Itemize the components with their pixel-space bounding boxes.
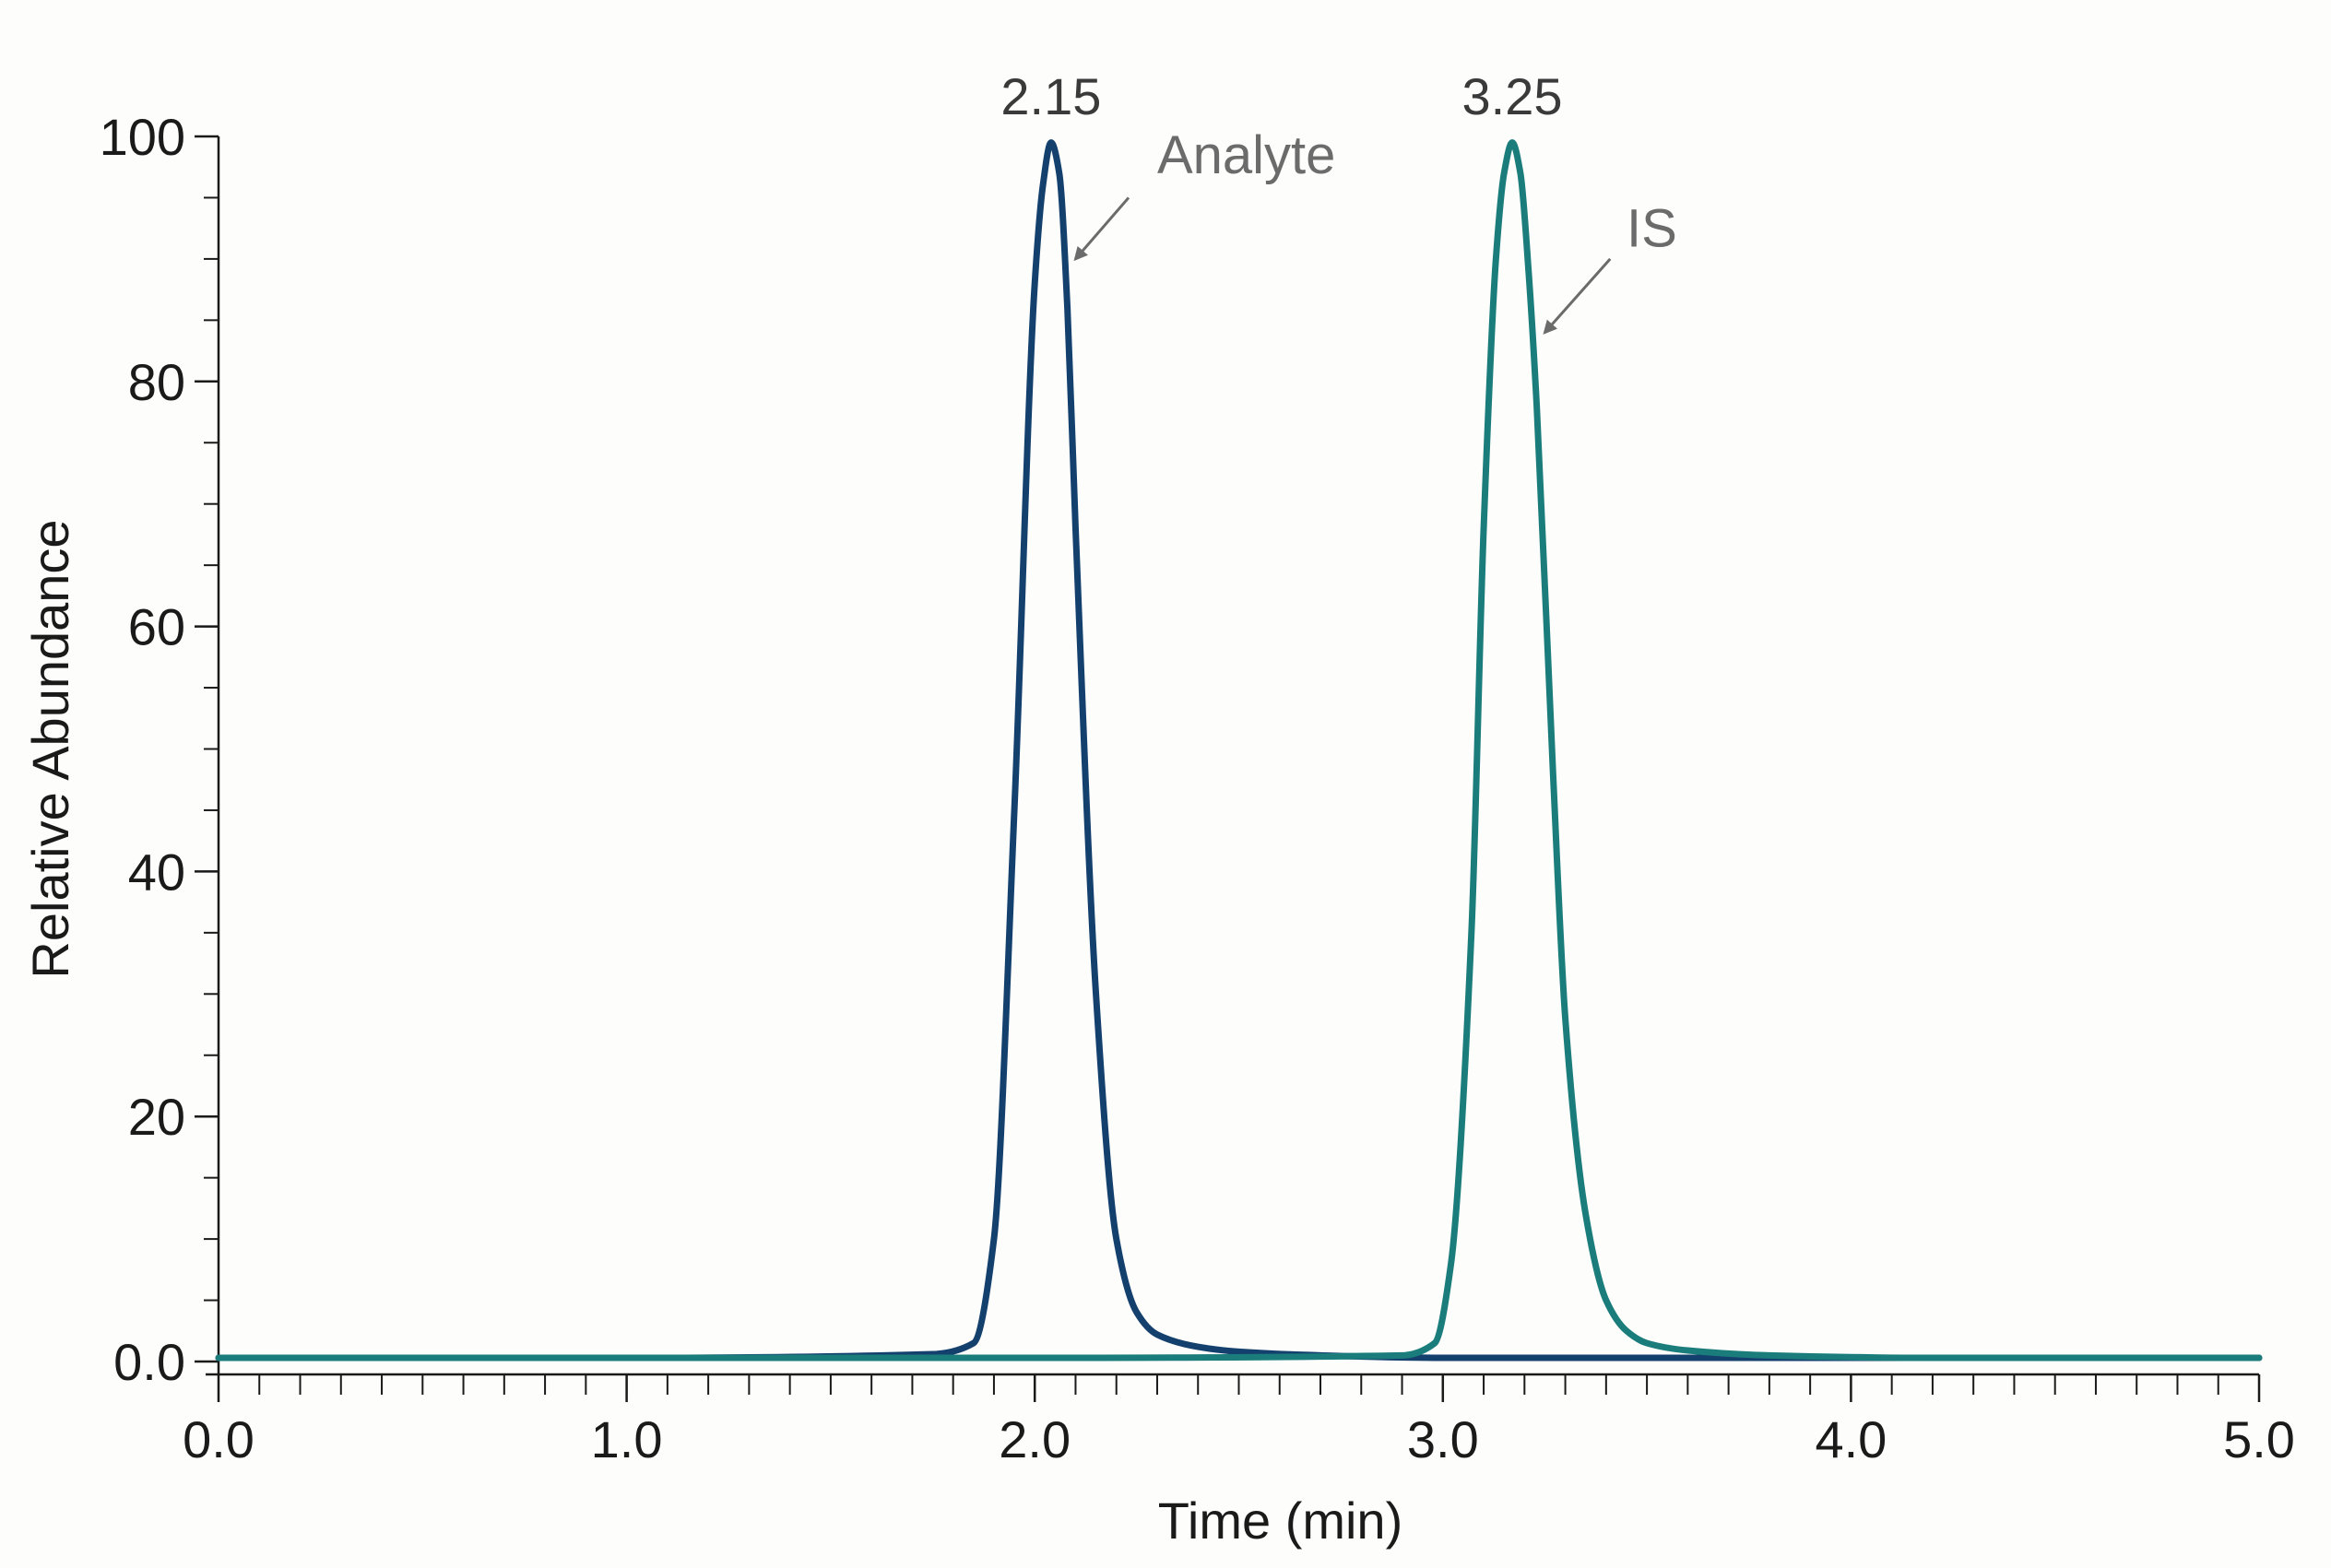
series-line-analyte bbox=[215, 139, 2263, 1362]
annotation-arrow bbox=[1073, 196, 1130, 262]
series-lines bbox=[215, 139, 2263, 1362]
annotation-label: Analyte bbox=[1157, 125, 1335, 185]
y-tick-label: 100 bbox=[100, 108, 185, 166]
x-tick-label: 4.0 bbox=[1815, 1410, 1887, 1468]
y-axis-label: Relative Abundance bbox=[21, 519, 79, 978]
peak-label-analyte: 2.15 bbox=[1000, 67, 1101, 125]
x-tick-label: 2.0 bbox=[999, 1410, 1071, 1468]
y-tick-label: 40 bbox=[128, 843, 185, 901]
axes: 0.0 20 40 60 80 100 0.0 1.0 2.0 3.0 4.0 5.0 bbox=[100, 108, 2295, 1468]
series-line-is bbox=[215, 139, 2263, 1362]
y-tick-label: 20 bbox=[128, 1088, 185, 1146]
x-tick-label: 0.0 bbox=[183, 1410, 254, 1468]
y-tick-label: 0.0 bbox=[113, 1333, 185, 1391]
annotation-label: IS bbox=[1627, 199, 1677, 259]
peak-label-is: 3.25 bbox=[1462, 67, 1563, 125]
y-tick-label: 80 bbox=[128, 353, 185, 411]
chart-labels: Relative Abundance Time (min) bbox=[21, 519, 1402, 1550]
x-axis-label: Time (min) bbox=[1158, 1491, 1402, 1550]
annotation-arrow bbox=[1543, 257, 1612, 335]
annotations: 2.15 3.25 Analyte IS bbox=[1000, 67, 1677, 335]
y-tick-label: 60 bbox=[128, 598, 185, 656]
x-tick-label: 1.0 bbox=[591, 1410, 663, 1468]
x-tick-label: 5.0 bbox=[2223, 1410, 2295, 1468]
x-tick-label: 3.0 bbox=[1407, 1410, 1479, 1468]
